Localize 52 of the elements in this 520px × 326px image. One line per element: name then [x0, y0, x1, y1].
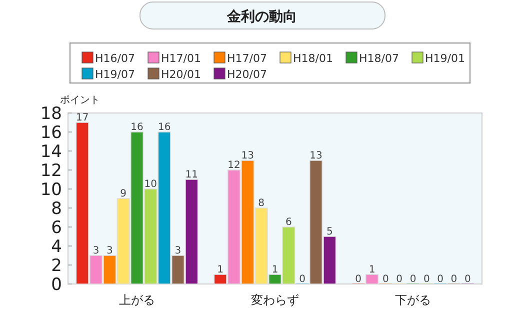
y-tick-label: 16 — [40, 123, 62, 143]
data-label: 17 — [76, 112, 89, 124]
data-label: 0 — [437, 274, 444, 285]
y-tick-label: 6 — [51, 218, 62, 238]
data-label: 16 — [130, 122, 144, 133]
data-label: 0 — [396, 274, 403, 285]
y-tick-label: 18 — [40, 104, 62, 124]
y-tick-label: 12 — [40, 161, 62, 181]
y-tick-label: 4 — [51, 237, 62, 257]
data-label: 0 — [423, 274, 430, 285]
bar — [365, 274, 379, 284]
data-label: 11 — [185, 170, 198, 180]
legend-label: H17/07 — [227, 52, 267, 65]
data-label: 1 — [368, 264, 376, 276]
data-label: 6 — [285, 217, 292, 228]
data-label: 5 — [326, 226, 333, 238]
y-tick-label: 14 — [40, 142, 62, 162]
data-label: 1 — [272, 264, 278, 276]
data-label: 0 — [410, 274, 416, 285]
data-label: 12 — [228, 160, 240, 171]
y-tick-label: 2 — [51, 256, 62, 276]
data-label: 3 — [174, 246, 182, 256]
legend-label: H19/01 — [425, 52, 465, 65]
x-tick-label: 下がる — [395, 293, 431, 307]
y-tick-label: 8 — [51, 199, 62, 219]
legend-label: H19/07 — [95, 68, 135, 81]
legend-label: H18/07 — [359, 52, 399, 65]
y-tick-label: 10 — [40, 180, 62, 200]
data-label: 13 — [241, 150, 254, 162]
x-tick-label: 上がる — [119, 293, 155, 307]
data-label: 0 — [464, 274, 471, 285]
data-label: 10 — [144, 179, 158, 190]
y-axis-title: ポイント — [60, 95, 100, 106]
data-label: 0 — [450, 274, 458, 285]
data-label: 1 — [217, 264, 224, 276]
data-label: 16 — [158, 122, 171, 133]
data-label: 9 — [120, 188, 127, 200]
data-label: 0 — [355, 274, 362, 285]
x-tick-label: 変わらず — [251, 293, 299, 307]
data-label: 8 — [258, 198, 265, 209]
y-tick-label: 0 — [51, 275, 62, 295]
legend-label: H16/07 — [95, 52, 135, 65]
data-label: 3 — [106, 246, 113, 256]
legend-label: H20/07 — [227, 68, 267, 81]
legend-label: H20/01 — [161, 68, 201, 81]
data-label: 0 — [382, 274, 389, 285]
data-label: 3 — [92, 246, 100, 256]
chart-title: 金利の動向 — [226, 9, 297, 25]
data-label: 13 — [310, 150, 322, 162]
legend-label: H17/01 — [161, 52, 201, 65]
legend-label: H18/01 — [293, 52, 333, 65]
data-label: 0 — [299, 274, 306, 285]
